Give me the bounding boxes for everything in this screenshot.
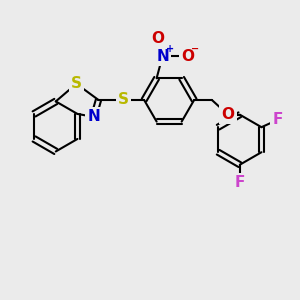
Text: S: S <box>71 76 82 91</box>
Text: O: O <box>221 107 235 122</box>
Text: +: + <box>166 44 174 54</box>
Text: S: S <box>118 92 129 107</box>
Text: N: N <box>87 110 100 124</box>
Text: O: O <box>152 31 165 46</box>
Text: −: − <box>191 44 199 54</box>
Text: N: N <box>156 49 169 64</box>
Text: F: F <box>272 112 283 127</box>
Text: O: O <box>181 49 194 64</box>
Text: F: F <box>235 175 245 190</box>
